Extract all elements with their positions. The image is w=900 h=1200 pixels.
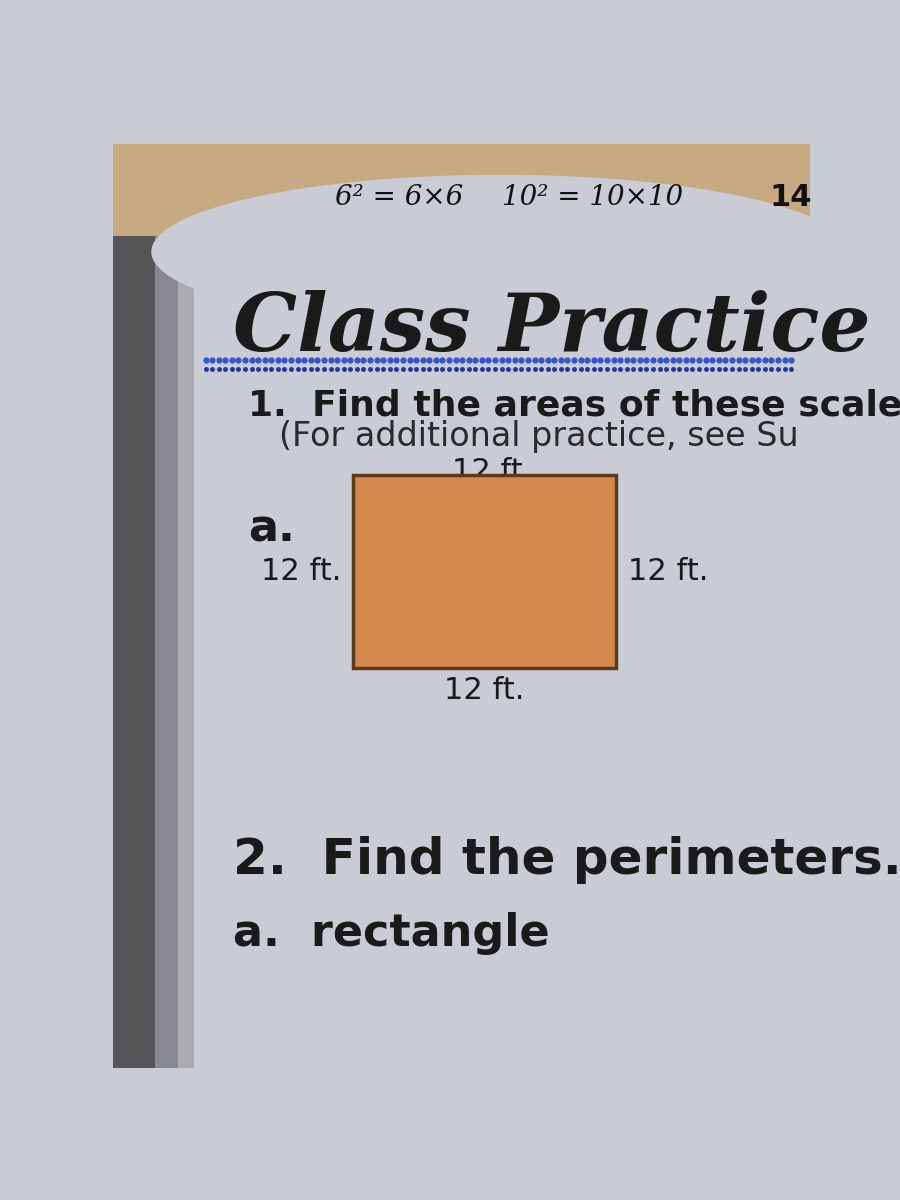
Text: 14: 14 (770, 184, 812, 212)
Text: 12 ft.: 12 ft. (628, 557, 708, 586)
Ellipse shape (151, 175, 849, 329)
Text: Class Practice: Class Practice (232, 290, 870, 367)
Text: a.  rectangle: a. rectangle (232, 912, 549, 955)
Text: 12 ft.: 12 ft. (261, 557, 341, 586)
Bar (178, 144, 194, 1068)
Text: 12 ft.: 12 ft. (452, 457, 533, 486)
Bar (112, 144, 155, 1068)
Text: 2.  Find the perimeters.: 2. Find the perimeters. (232, 836, 900, 884)
Text: 10² = 10×10: 10² = 10×10 (502, 185, 684, 211)
Bar (353, 475, 616, 667)
Text: (For additional practice, see Su: (For additional practice, see Su (279, 420, 799, 454)
Bar (112, 144, 810, 236)
Text: 12 ft.: 12 ft. (445, 677, 525, 706)
Text: 1.  Find the areas of these scale: 1. Find the areas of these scale (248, 389, 900, 422)
Bar (155, 144, 178, 1068)
Text: 6² = 6×6: 6² = 6×6 (335, 185, 464, 211)
Bar (194, 252, 810, 1068)
Text: a.: a. (248, 508, 295, 551)
